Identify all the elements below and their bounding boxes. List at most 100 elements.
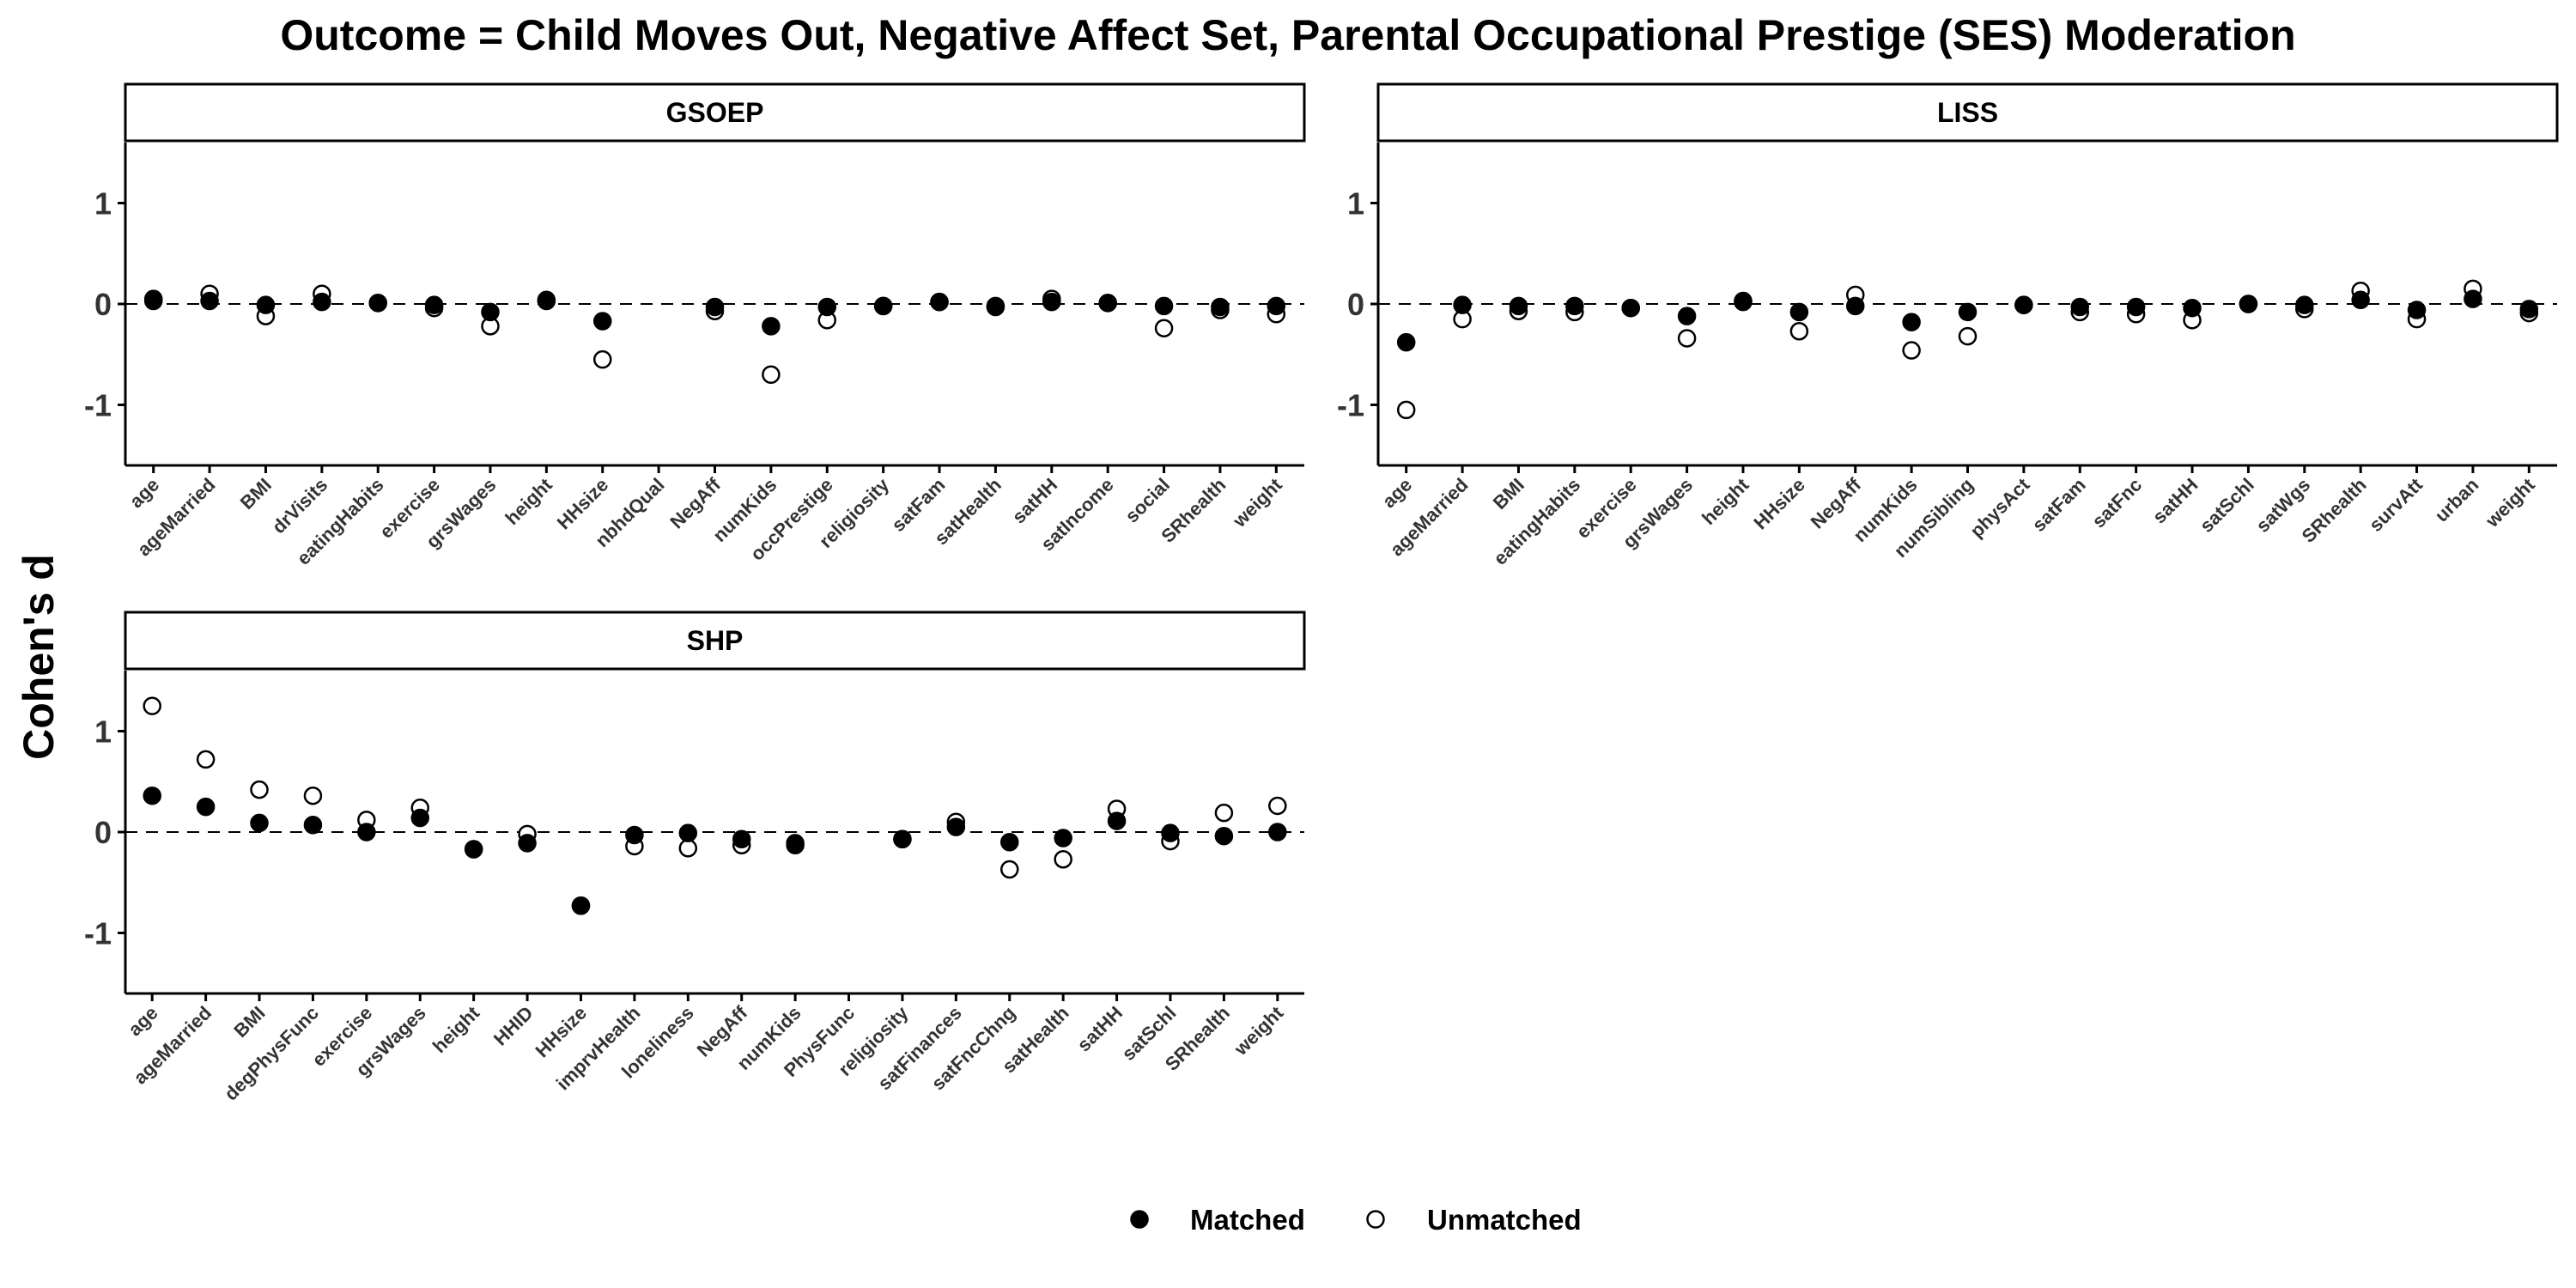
matched-point	[313, 292, 331, 312]
matched-point	[357, 823, 376, 841]
y-tick-label: 0	[94, 815, 112, 850]
x-tick-label: height	[428, 1001, 484, 1057]
matched-point	[2126, 297, 2146, 317]
unmatched-point	[1958, 326, 1978, 346]
x-tick-label: height	[1698, 473, 1753, 529]
matched-point	[1214, 826, 1234, 846]
matched-point	[1958, 302, 1978, 322]
matched-point	[1000, 833, 1019, 852]
facet-title: LISS	[1937, 97, 1998, 128]
y-tick-label: 1	[1347, 186, 1364, 222]
matched-point	[2239, 295, 2258, 313]
matched-point	[873, 296, 893, 316]
y-tick-label: -1	[1337, 388, 1364, 423]
matched-point	[1267, 296, 1286, 316]
x-tick-label: urban	[2431, 474, 2483, 526]
x-tick-label: HHsize	[1749, 474, 1809, 534]
unmatched-point	[1677, 329, 1697, 348]
matched-point	[143, 291, 163, 311]
x-tick-label: satFam	[2028, 474, 2090, 536]
matched-point	[1509, 296, 1528, 316]
x-tick-label: weight	[1228, 473, 1286, 532]
unmatched-point	[250, 780, 269, 799]
matched-point	[893, 829, 912, 848]
matched-point	[2070, 297, 2090, 317]
matched-point	[705, 297, 725, 317]
x-tick-label: satSchl	[2196, 474, 2258, 537]
matched-point	[481, 302, 500, 322]
x-tick-label: BMI	[229, 1002, 269, 1042]
unmatched-point	[1054, 849, 1072, 869]
x-tick-label: BMI	[1489, 474, 1528, 513]
matched-point	[1098, 294, 1117, 313]
matched-point	[2014, 295, 2033, 314]
matched-point	[571, 896, 591, 915]
matched-point	[368, 294, 387, 313]
facet-title: SHP	[687, 625, 744, 656]
matched-point	[518, 834, 537, 853]
matched-point	[143, 786, 161, 805]
legend-label-unmatched: Unmatched	[1427, 1204, 1582, 1236]
matched-point	[986, 296, 1005, 316]
matched-point	[464, 840, 483, 859]
matched-point	[1396, 332, 1416, 352]
matched-point	[625, 825, 644, 845]
matched-point	[732, 829, 751, 848]
legend-label-matched: Matched	[1190, 1204, 1305, 1236]
matched-point	[1845, 296, 1865, 316]
legend-marker-matched	[1130, 1210, 1149, 1229]
matched-point	[196, 797, 216, 817]
matched-point	[200, 291, 219, 311]
y-tick-label: -1	[84, 916, 112, 951]
unmatched-point	[303, 786, 323, 805]
unmatched-point	[762, 365, 781, 384]
matched-point	[930, 292, 949, 312]
matched-point	[1902, 313, 1921, 331]
matched-point	[1453, 295, 1472, 314]
unmatched-point	[678, 839, 698, 858]
unmatched-point	[1789, 321, 1809, 341]
matched-point	[592, 312, 612, 331]
matched-point	[1161, 823, 1180, 842]
matched-point	[817, 297, 837, 317]
matched-point	[1042, 292, 1061, 312]
facet-title: GSOEP	[666, 97, 764, 128]
matched-point	[2464, 289, 2482, 308]
unmatched-point	[1000, 860, 1019, 879]
x-tick-label: age	[124, 1002, 161, 1040]
unmatched-point	[1214, 803, 1234, 823]
matched-point	[1621, 298, 1640, 318]
matched-point	[2351, 290, 2370, 310]
x-tick-label: social	[1121, 474, 1174, 527]
matched-point	[250, 813, 269, 833]
matched-point	[2183, 298, 2202, 318]
unmatched-point	[1268, 796, 1287, 816]
matched-point	[2519, 300, 2539, 319]
matched-point	[256, 295, 276, 314]
y-tick-label: 0	[94, 287, 112, 322]
matched-point	[537, 291, 556, 311]
legend-marker-unmatched	[1366, 1210, 1385, 1229]
matched-point	[1054, 829, 1072, 848]
matched-point	[1154, 296, 1174, 316]
matched-point	[2295, 295, 2314, 314]
matched-point	[678, 823, 698, 842]
unmatched-point	[592, 349, 612, 369]
matched-point	[1211, 297, 1230, 317]
y-tick-label: -1	[84, 388, 112, 423]
x-tick-label: physAct	[1965, 473, 2034, 542]
unmatched-point	[1902, 341, 1921, 360]
matched-point	[303, 816, 323, 835]
unmatched-point	[1396, 400, 1416, 420]
y-tick-label: 0	[1347, 287, 1364, 322]
matched-point	[1789, 302, 1809, 322]
matched-point	[1268, 823, 1287, 841]
x-tick-label: weight	[1230, 1001, 1288, 1060]
y-tick-label: 1	[94, 714, 112, 750]
unmatched-point	[196, 750, 216, 769]
x-tick-label: satFnc	[2087, 474, 2146, 532]
x-tick-label: survAtt	[2365, 473, 2427, 536]
